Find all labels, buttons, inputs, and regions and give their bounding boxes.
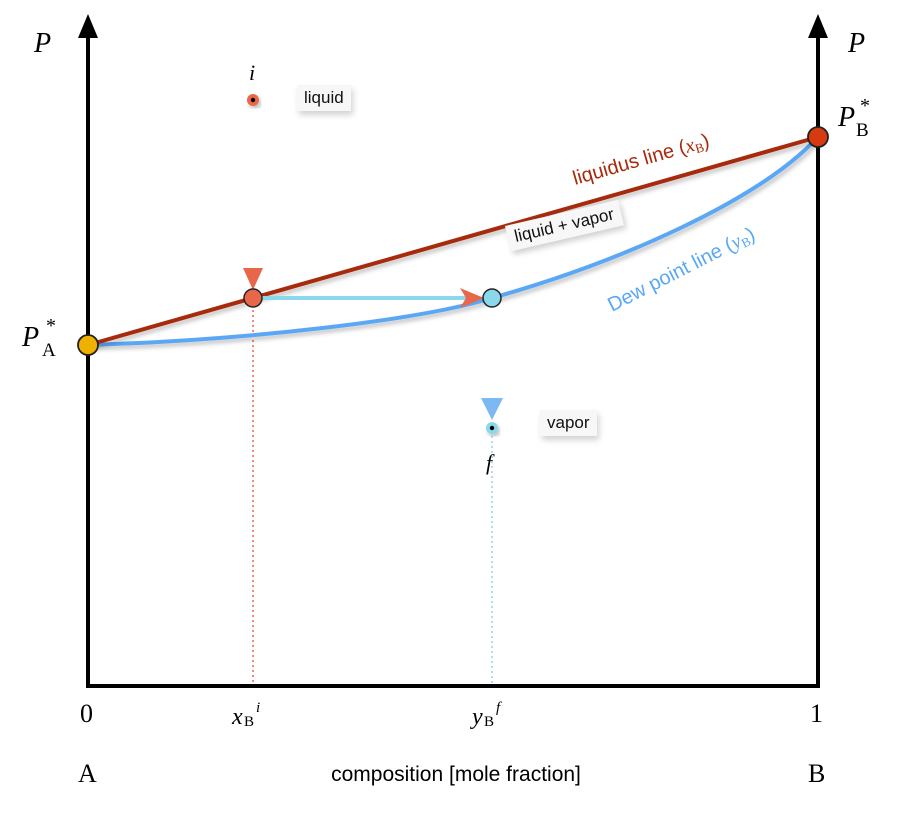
pa-sub: A (42, 340, 56, 361)
tick-yb-sup: f (496, 700, 502, 716)
tick-xb: x B i (231, 700, 260, 730)
point-i-label: i (249, 60, 255, 85)
tick-xb-var: x (231, 704, 243, 730)
axes (78, 14, 828, 688)
point-pa (77, 334, 99, 356)
right-axis-arrow-icon (808, 14, 828, 38)
liquidus-label-text: liquidus line (xB) (570, 130, 712, 191)
pa-main: P (21, 322, 39, 353)
region-liquid-label: liquid (297, 85, 351, 111)
f-arrowhead-icon (481, 398, 503, 420)
tie-arrowhead-icon (460, 288, 484, 308)
point-pb (807, 126, 829, 148)
p-label-right: P (847, 28, 865, 59)
pb-sub: B (856, 120, 869, 141)
point-f-dot (489, 425, 495, 431)
point-liquidus-intersect (243, 288, 263, 308)
pa-label: P A * (21, 315, 56, 361)
pb-sup: * (860, 95, 870, 117)
point-f-label: f (486, 450, 495, 475)
end-label-a: A (78, 759, 97, 788)
pb-label: P B * (837, 95, 870, 141)
pa-sup: * (46, 315, 56, 337)
pb-main: P (837, 102, 855, 133)
liquidus-line (87, 135, 819, 347)
dew-label: Dew point line (yB) (604, 223, 759, 317)
tick-xb-sup: i (256, 700, 260, 716)
point-i-dot (250, 97, 256, 103)
region-vapor-label: vapor (540, 410, 597, 436)
i-arrowhead-icon (243, 268, 263, 290)
tick-yb: y B f (470, 700, 502, 730)
p-label-left: P (33, 28, 51, 59)
end-label-b: B (808, 759, 825, 788)
dew-label-text: Dew point line (yB) (604, 223, 759, 317)
tick-xb-sub: B (244, 714, 254, 730)
point-dew-intersect (482, 288, 502, 308)
tick-1: 1 (810, 699, 823, 728)
x-axis-label: composition [mole fraction] (331, 763, 581, 786)
liquidus-label: liquidus line (xB) (570, 130, 712, 191)
tick-yb-sub: B (484, 714, 494, 730)
tick-yb-var: y (470, 704, 483, 730)
tick-0: 0 (80, 699, 93, 728)
left-axis-arrow-icon (78, 14, 98, 38)
